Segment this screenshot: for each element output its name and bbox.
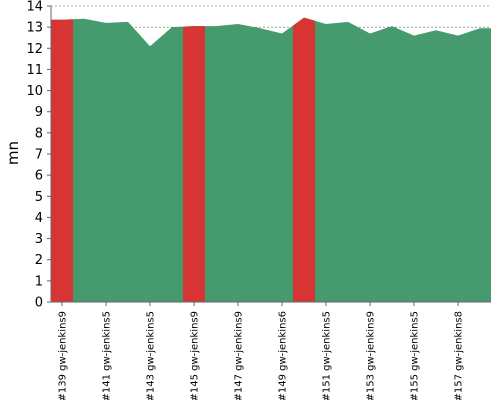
y-tick-label: 13 (26, 21, 43, 36)
y-tick-label: 3 (35, 232, 43, 247)
failure-band (293, 17, 315, 302)
y-tick-label: 9 (35, 105, 43, 120)
failure-band (51, 19, 73, 302)
y-tick-label: 5 (35, 190, 43, 205)
x-tick-label: #155 gw-jenkins5 (410, 311, 421, 400)
failure-band (183, 26, 205, 302)
y-tick-label: 14 (26, 0, 43, 15)
duration-area (51, 17, 491, 302)
y-tick-label: 4 (35, 211, 43, 226)
y-tick-label: 10 (26, 84, 43, 99)
x-tick-label: #147 gw-jenkins9 (234, 311, 245, 400)
y-tick-label: 12 (26, 42, 43, 57)
x-tick-label: #145 gw-jenkins9 (190, 311, 201, 400)
x-tick-label: #153 gw-jenkins9 (366, 311, 377, 400)
y-tick-label: 7 (35, 148, 43, 163)
x-tick-label: #151 gw-jenkins5 (322, 311, 333, 400)
x-tick-label: #157 gw-jenkins8 (454, 311, 465, 400)
y-tick-label: 11 (26, 63, 43, 78)
x-tick-label: #139 gw-jenkins9 (58, 311, 69, 400)
y-tick-label: 1 (35, 274, 43, 289)
x-tick-label: #143 gw-jenkins5 (146, 311, 157, 400)
y-tick-label: 0 (35, 296, 43, 311)
y-tick-label: 2 (35, 253, 43, 268)
success-area (51, 17, 491, 302)
y-tick-label: 8 (35, 126, 43, 141)
x-tick-label: #141 gw-jenkins5 (102, 311, 113, 400)
y-tick-label: 6 (35, 169, 43, 184)
x-axis-ticks: #139 gw-jenkins9 #141 gw-jenkins5 #143 gw-… (58, 302, 465, 400)
x-tick-label: #149 gw-jenkins6 (278, 311, 289, 400)
y-axis-title: mn (4, 141, 22, 165)
